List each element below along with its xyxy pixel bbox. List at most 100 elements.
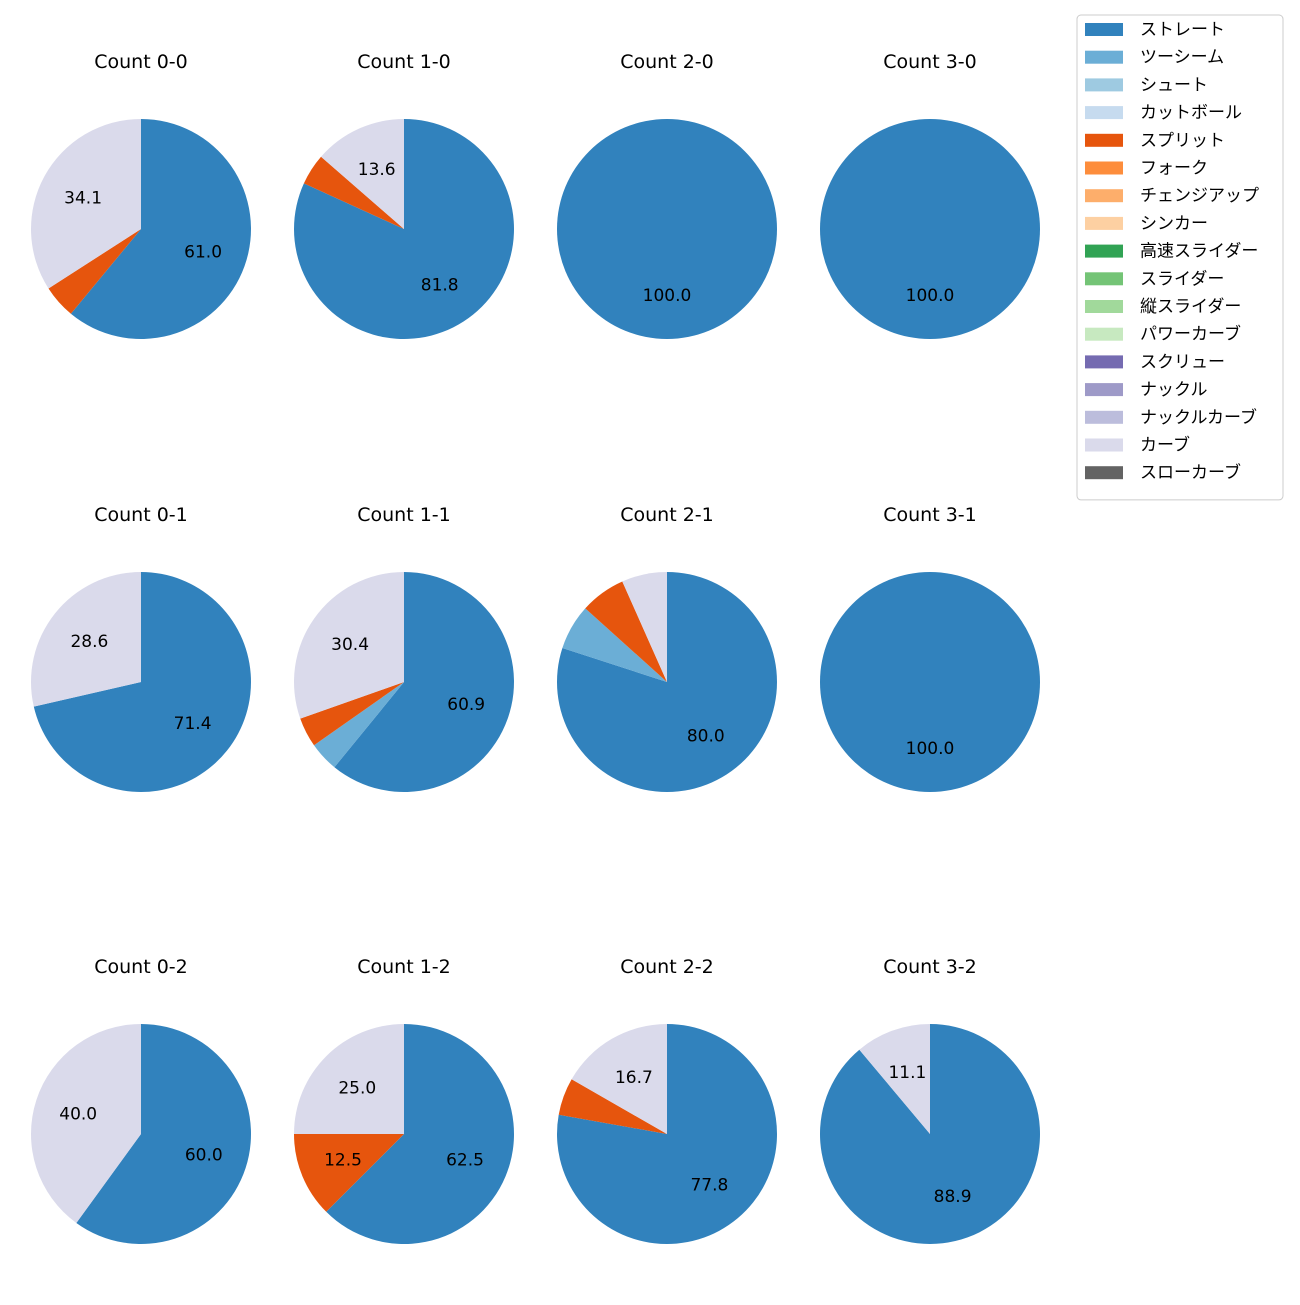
legend-item: ツーシーム bbox=[1085, 48, 1224, 68]
legend-label: ナックル bbox=[1140, 380, 1208, 400]
pie-slice-16 bbox=[571, 1024, 667, 1134]
legend-swatch bbox=[1085, 106, 1123, 120]
legend-label: スプリット bbox=[1140, 131, 1225, 151]
legend-label: ナックルカーブ bbox=[1140, 407, 1257, 428]
slice-value-label: 12.5 bbox=[324, 1150, 362, 1170]
legend-label: シンカー bbox=[1140, 214, 1208, 234]
slice-value-label: 60.9 bbox=[447, 695, 485, 715]
legend-item: スプリット bbox=[1085, 131, 1225, 151]
legend-swatch bbox=[1085, 216, 1123, 230]
pie-10: Count 1-2 62.5 12.5 25.0 bbox=[294, 956, 515, 1244]
legend-swatch bbox=[1085, 327, 1123, 341]
pie-slice-1 bbox=[76, 1024, 251, 1244]
pie-title: Count 0-2 bbox=[94, 956, 188, 978]
pie-slice-16 bbox=[294, 1024, 404, 1134]
legend-item: スローカーブ bbox=[1085, 462, 1241, 483]
legend-label: ツーシーム bbox=[1140, 48, 1224, 68]
pie-title: Count 2-0 bbox=[620, 51, 714, 73]
pie-slice-16 bbox=[30, 572, 142, 707]
legend-item: ストレート bbox=[1085, 20, 1225, 40]
slice-value-label: 34.1 bbox=[64, 188, 102, 208]
pie-slice-1 bbox=[820, 119, 1040, 339]
slice-value-label: 61.0 bbox=[184, 242, 222, 262]
legend-swatch bbox=[1085, 383, 1123, 397]
slice-value-label: 100.0 bbox=[906, 286, 955, 306]
slice-value-label: 100.0 bbox=[643, 286, 692, 306]
slice-value-label: 100.0 bbox=[906, 739, 955, 759]
slice-value-label: 30.4 bbox=[331, 635, 369, 655]
pie-2: Count 1-0 81.8 13.6 bbox=[294, 51, 515, 339]
legend-item: カットボール bbox=[1085, 103, 1242, 123]
legend-swatch bbox=[1085, 300, 1123, 313]
pie-title: Count 0-0 bbox=[94, 51, 188, 73]
pie-4: Count 3-0 100.0 bbox=[820, 51, 1040, 339]
pie-slice-2 bbox=[562, 608, 667, 682]
legend-item: チェンジアップ bbox=[1085, 186, 1259, 206]
slice-value-label: 88.9 bbox=[934, 1187, 972, 1207]
legend-swatch bbox=[1085, 78, 1123, 92]
pie-title: Count 1-1 bbox=[357, 504, 451, 526]
pie-slice-5 bbox=[558, 1079, 667, 1134]
legend-swatch bbox=[1085, 244, 1123, 258]
legend-swatch bbox=[1085, 410, 1123, 424]
pie-9: Count 0-2 60.0 40.0 bbox=[30, 956, 251, 1244]
pie-slice-1 bbox=[820, 1024, 1041, 1244]
pie-title: Count 2-1 bbox=[620, 504, 714, 526]
slice-value-label: 81.8 bbox=[421, 276, 459, 296]
legend-item: スライダー bbox=[1085, 269, 1224, 289]
legend-item: パワーカーブ bbox=[1085, 324, 1241, 345]
pie-title: Count 1-2 bbox=[357, 956, 451, 978]
legend-swatch bbox=[1085, 23, 1123, 36]
pie-title: Count 3-2 bbox=[883, 956, 977, 978]
slice-value-label: 25.0 bbox=[338, 1078, 376, 1098]
legend-swatch bbox=[1085, 438, 1123, 452]
legend-item: シュート bbox=[1085, 75, 1208, 95]
pie-11: Count 2-2 77.8 16.7 bbox=[557, 956, 778, 1244]
legend-frame bbox=[1076, 14, 1284, 501]
pie-slice-5 bbox=[294, 1134, 404, 1212]
legend-item: ナックル bbox=[1085, 380, 1208, 400]
legend-item: カーブ bbox=[1085, 435, 1190, 456]
slice-value-label: 28.6 bbox=[70, 632, 108, 652]
legend-item: ナックルカーブ bbox=[1085, 407, 1257, 428]
legend-item: 縦スライダー bbox=[1085, 297, 1241, 317]
pie-slice-1 bbox=[70, 119, 251, 339]
legend-label: スローカーブ bbox=[1140, 462, 1241, 483]
legend-label: ストレート bbox=[1140, 20, 1225, 40]
pie-6: Count 1-1 60.9 30.4 bbox=[293, 504, 514, 792]
legend-swatch bbox=[1085, 272, 1123, 286]
legend-swatch bbox=[1085, 355, 1123, 369]
legend-swatch bbox=[1085, 161, 1123, 175]
slice-value-label: 13.6 bbox=[358, 160, 396, 180]
legend: ストレートツーシームシュートカットボールスプリットフォークチェンジアップシンカー… bbox=[1076, 14, 1284, 501]
slice-value-label: 80.0 bbox=[687, 726, 725, 746]
pie-title: Count 3-0 bbox=[883, 51, 977, 73]
pie-slice-5 bbox=[300, 682, 404, 746]
slice-value-label: 16.7 bbox=[615, 1068, 653, 1088]
pie-slice-1 bbox=[33, 572, 251, 792]
pie-slice-16 bbox=[31, 119, 141, 289]
pie-3: Count 2-0 100.0 bbox=[557, 51, 777, 339]
legend-swatch bbox=[1085, 466, 1123, 480]
pie-1: Count 0-0 61.0 34.1 bbox=[31, 51, 251, 339]
slice-value-label: 60.0 bbox=[185, 1145, 223, 1165]
pie-slice-5 bbox=[585, 581, 667, 682]
legend-label: スクリュー bbox=[1140, 352, 1225, 372]
legend-label: フォーク bbox=[1140, 159, 1208, 179]
legend-swatch bbox=[1085, 133, 1123, 147]
legend-label: 高速スライダー bbox=[1140, 242, 1258, 262]
pie-title: Count 2-2 bbox=[620, 956, 714, 978]
slice-value-label: 62.5 bbox=[446, 1150, 484, 1170]
pie-slice-1 bbox=[557, 1024, 778, 1244]
slice-value-label: 71.4 bbox=[174, 714, 212, 734]
pie-slice-1 bbox=[334, 572, 514, 792]
pie-slice-5 bbox=[303, 156, 404, 229]
pie-slice-2 bbox=[314, 682, 404, 768]
legend-label: パワーカーブ bbox=[1140, 324, 1241, 345]
legend-label: 縦スライダー bbox=[1140, 297, 1241, 317]
pie-slice-1 bbox=[326, 1024, 515, 1244]
legend-swatch bbox=[1085, 189, 1123, 203]
legend-label: スライダー bbox=[1140, 269, 1224, 289]
